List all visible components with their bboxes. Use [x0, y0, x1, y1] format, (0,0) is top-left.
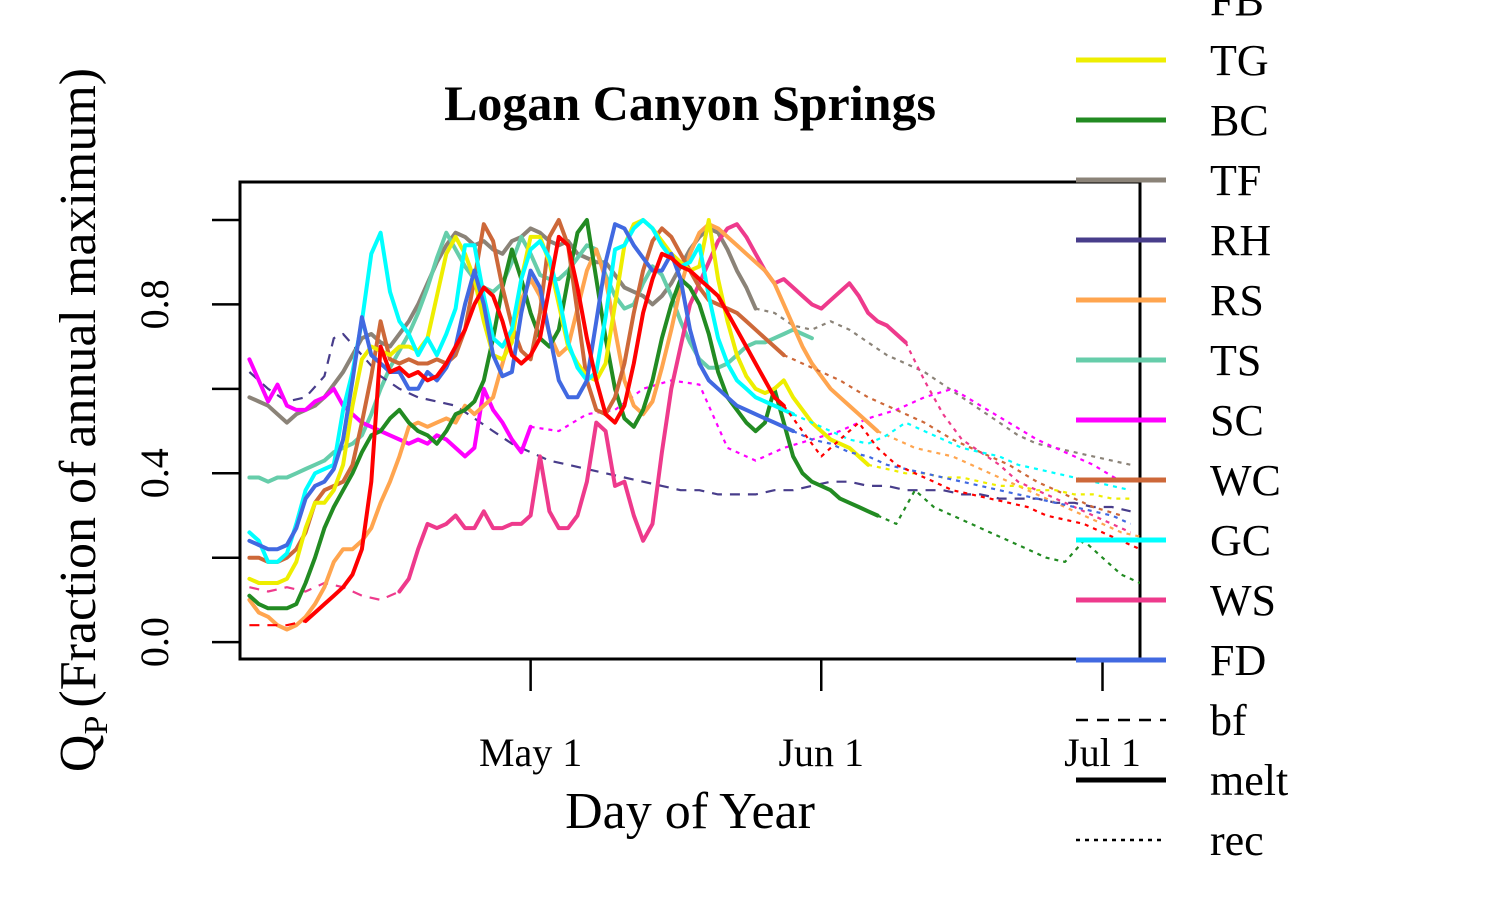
series-fd [247, 222, 1132, 552]
legend-entry-ts: TS [1076, 336, 1261, 385]
legend-label: TS [1210, 336, 1261, 385]
x-tick-label: Jun 1 [778, 730, 864, 775]
y-tick-label: 0.0 [132, 617, 177, 667]
series-line-tf-melt-0 [247, 226, 758, 425]
legend-label: rec [1210, 816, 1264, 865]
series-line-sc-melt-0 [247, 357, 533, 459]
y-axis-label-sub: P [78, 716, 115, 735]
legend-label: WC [1210, 456, 1281, 505]
y-axis-label-rest: (Fraction of annual maximum) [50, 68, 107, 708]
series-rs [247, 222, 1140, 632]
y-tick-label: 0.8 [132, 279, 177, 329]
series-line-rs-melt-0 [247, 222, 880, 632]
series-sc [247, 357, 1122, 483]
legend-label: RH [1210, 216, 1271, 265]
series-line-ws-rec-2 [904, 341, 1132, 534]
series-layer [247, 218, 1140, 632]
legend-entry-ws: WS [1076, 576, 1276, 625]
legend-entry-sc: SC [1076, 396, 1264, 445]
legend-label: GC [1210, 516, 1271, 565]
series-ws [249, 222, 1132, 602]
legend-label: bf [1210, 696, 1247, 745]
legend-entry-bc: BC [1076, 96, 1269, 145]
y-axis-label-main: Q [50, 735, 107, 773]
axis-layer: 0.0 0.4 0.8 May 1 Jun 1 Jul 1 [132, 218, 1141, 775]
series-line-fb-bf-0 [249, 619, 306, 627]
x-axis-label: Day of Year [565, 783, 815, 840]
series-fb [249, 234, 1140, 627]
x-tick-label: May 1 [479, 730, 582, 775]
legend-label: melt [1210, 756, 1288, 805]
legend-label: FB [1210, 0, 1264, 25]
legend-label: FD [1210, 636, 1266, 685]
chart-title: Logan Canyon Springs [444, 75, 936, 131]
legend-entry-fb: FB [1210, 0, 1264, 25]
legend-label: SC [1210, 396, 1264, 445]
legend-label: WS [1210, 576, 1276, 625]
legend-entry-bf: bf [1076, 696, 1247, 745]
series-rh [248, 332, 1131, 513]
legend-entry-tg: TG [1076, 36, 1269, 85]
legend: FB TG BC TF RH RS TS SC WC GC WS FD bf melt rec [1076, 0, 1288, 865]
legend-entry-rec: rec [1076, 816, 1264, 865]
legend-label: RS [1210, 276, 1264, 325]
series-line-ws-melt-1 [397, 222, 908, 594]
x-tick-label: Jul 1 [1064, 730, 1141, 775]
y-axis-label: QP (Fraction of annual maximum) [50, 68, 115, 772]
legend-label: BC [1210, 96, 1269, 145]
series-gc [247, 218, 1131, 564]
legend-entry-tf: TF [1076, 156, 1261, 205]
legend-entry-rh: RH [1076, 216, 1271, 265]
series-line-fd-melt-0 [247, 222, 796, 552]
legend-entry-fd: FD [1076, 636, 1266, 685]
series-line-gc-melt-0 [247, 218, 796, 564]
series-line-rh-bf-0 [248, 332, 1131, 513]
legend-entry-wc: WC [1076, 456, 1281, 505]
series-line-fb-rec-2 [782, 405, 1140, 551]
legend-entry-melt: melt [1076, 756, 1288, 805]
series-line-fb-melt-1 [303, 234, 786, 623]
series-line-bc-rec-1 [877, 489, 1140, 585]
legend-entry-gc: GC [1076, 516, 1271, 565]
legend-label: TG [1210, 36, 1269, 85]
series-line-rs-rec-1 [877, 430, 1140, 538]
legend-entry-rs: RS [1076, 276, 1264, 325]
series-tf [247, 226, 1131, 466]
legend-label: TF [1210, 156, 1261, 205]
y-tick-label: 0.4 [132, 448, 177, 498]
y-axis-label-group: QP (Fraction of annual maximum) [50, 68, 115, 772]
series-line-tf-rec-1 [755, 307, 1131, 466]
x-axis-label-group: Day of Year [565, 783, 815, 840]
